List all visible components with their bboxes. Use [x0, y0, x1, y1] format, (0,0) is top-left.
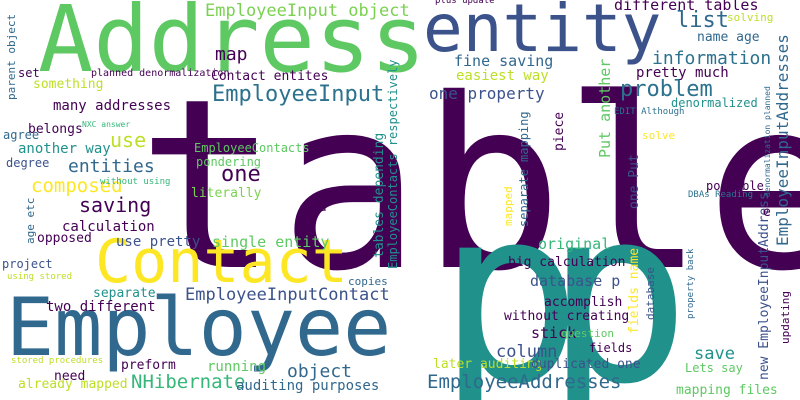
word-cloud-word: single entity	[212, 233, 330, 251]
word-cloud-word: map	[215, 44, 248, 65]
word-cloud-word: Lets say	[685, 361, 743, 375]
word-cloud-word: EmployeeAddresses	[427, 371, 622, 393]
word-cloud-word: table	[137, 48, 800, 323]
word-cloud-word: problem	[620, 77, 713, 102]
word-cloud-word: EmployeeInput object	[205, 1, 410, 21]
word-cloud-word: without using	[100, 177, 171, 187]
word-cloud-word: use pretty	[116, 234, 201, 250]
word-cloud-word: literally	[191, 186, 262, 201]
word-cloud-word: list	[676, 8, 729, 33]
word-cloud-word: original	[538, 235, 611, 253]
word-cloud-word: something	[33, 77, 104, 92]
word-cloud-word: planned denormalization	[91, 68, 230, 79]
word-cloud-word: NXC answer	[82, 120, 131, 129]
word-cloud-word: Put another	[596, 58, 614, 158]
word-cloud-word: EmployeeContacts	[194, 141, 310, 155]
word-cloud-word: mapping files	[676, 383, 778, 398]
word-cloud-word: name age	[697, 30, 760, 45]
word-cloud-word: Employee	[6, 281, 392, 374]
word-cloud-word: running	[207, 359, 267, 375]
word-cloud-word: agree	[3, 128, 40, 142]
word-cloud-word: need	[54, 369, 86, 384]
word-cloud-word: fields	[589, 341, 633, 355]
word-cloud-word: fields name	[627, 247, 642, 334]
word-cloud-word: tend	[300, 201, 327, 214]
word-cloud-word: property back	[686, 248, 696, 319]
word-cloud-word: pondering	[196, 155, 262, 169]
word-cloud-word: accomplish	[544, 295, 623, 310]
word-cloud-word: calculation	[62, 219, 155, 235]
word-cloud-word: DBAs Reading	[688, 190, 754, 200]
word-cloud-word: copies	[348, 275, 388, 288]
word-cloud-word: entity	[423, 0, 662, 67]
word-cloud-word: stored procedures	[11, 356, 104, 366]
word-cloud-word: many addresses	[53, 98, 172, 114]
word-cloud-word: NHibernate	[131, 371, 246, 393]
word-cloud-word: plus update	[435, 0, 495, 6]
word-cloud-word: project	[2, 257, 53, 271]
word-cloud-word: entities	[68, 156, 155, 177]
word-cloud-word: new EmployeeInputAddress	[757, 192, 772, 380]
word-cloud-word: mapped	[502, 186, 515, 226]
word-cloud-word: piece	[552, 111, 567, 151]
word-cloud-word: stick	[531, 324, 577, 342]
word-cloud-word: column	[496, 342, 558, 362]
word-cloud-word: opposed	[37, 231, 92, 246]
word-cloud-word: p	[545, 156, 691, 400]
word-cloud-word: one property	[429, 84, 545, 103]
word-cloud-word: age etc	[24, 197, 37, 244]
word-cloud-word: another way	[18, 141, 111, 157]
word-cloud-word: separate mapping	[517, 111, 531, 227]
word-cloud-word: pretty much	[636, 65, 729, 81]
word-cloud-word: database p	[530, 272, 621, 290]
word-cloud-word: Contact	[95, 227, 348, 297]
word-cloud-word: object	[287, 361, 353, 382]
word-cloud-word: fine saving	[454, 52, 554, 70]
word-cloud-word: duplicated one	[531, 357, 641, 372]
word-cloud-word: possible	[706, 179, 764, 193]
word-cloud-word: already mapped	[18, 377, 128, 392]
word-cloud-word: big calculation	[508, 255, 626, 270]
word-cloud-word: EmployeeInputContact	[185, 285, 390, 305]
word-cloud-word: e	[763, 205, 771, 220]
word-cloud-word: one Put	[627, 154, 642, 209]
word-cloud-word: EmployeeContacts respectively	[386, 59, 400, 269]
word-cloud-word: easiest way	[456, 68, 549, 84]
word-cloud-word: separate	[93, 286, 156, 301]
word-cloud-word: one	[221, 162, 261, 187]
word-cloud-word: set	[18, 66, 40, 80]
word-cloud-word: EmployeeInputAddresses	[773, 34, 792, 246]
word-cloud-word: solving	[727, 11, 774, 24]
word-cloud-word: Address	[38, 0, 426, 93]
word-cloud-word: auditing purposes	[236, 378, 380, 394]
word-cloud-word: two different	[46, 299, 156, 315]
word-cloud-word: using stored	[7, 272, 73, 282]
word-cloud-word: use	[110, 128, 147, 152]
word-cloud-word: composed	[31, 175, 123, 197]
word-cloud-word: saving	[79, 193, 152, 217]
word-cloud-word: database	[644, 267, 657, 320]
word-cloud-word: parent object	[5, 13, 18, 100]
word-cloud-word: belongs	[28, 122, 83, 137]
word-cloud-word: preform	[121, 358, 176, 373]
word-cloud-word: later auditing	[433, 357, 543, 372]
word-cloud-word: denormalization planned	[763, 86, 772, 197]
word-cloud-word: question	[561, 327, 614, 340]
word-cloud-word: save	[694, 344, 735, 364]
word-cloud-word: degree	[6, 156, 50, 170]
word-cloud-word: without creating	[504, 309, 630, 324]
word-cloud-word: information	[652, 48, 772, 69]
word-cloud-word: p	[437, 156, 583, 400]
word-cloud-word: Contact entites	[211, 69, 329, 84]
word-cloud-word: denormalized	[671, 96, 758, 110]
word-cloud-word: EmployeeInput	[212, 82, 385, 107]
word-cloud-word: solve	[642, 129, 676, 142]
word-cloud-word: EDIT Although	[614, 107, 685, 117]
word-cloud-word: different tables	[614, 0, 759, 14]
word-cloud-word: updating	[779, 291, 792, 344]
word-cloud-word: tables depending	[372, 132, 387, 258]
